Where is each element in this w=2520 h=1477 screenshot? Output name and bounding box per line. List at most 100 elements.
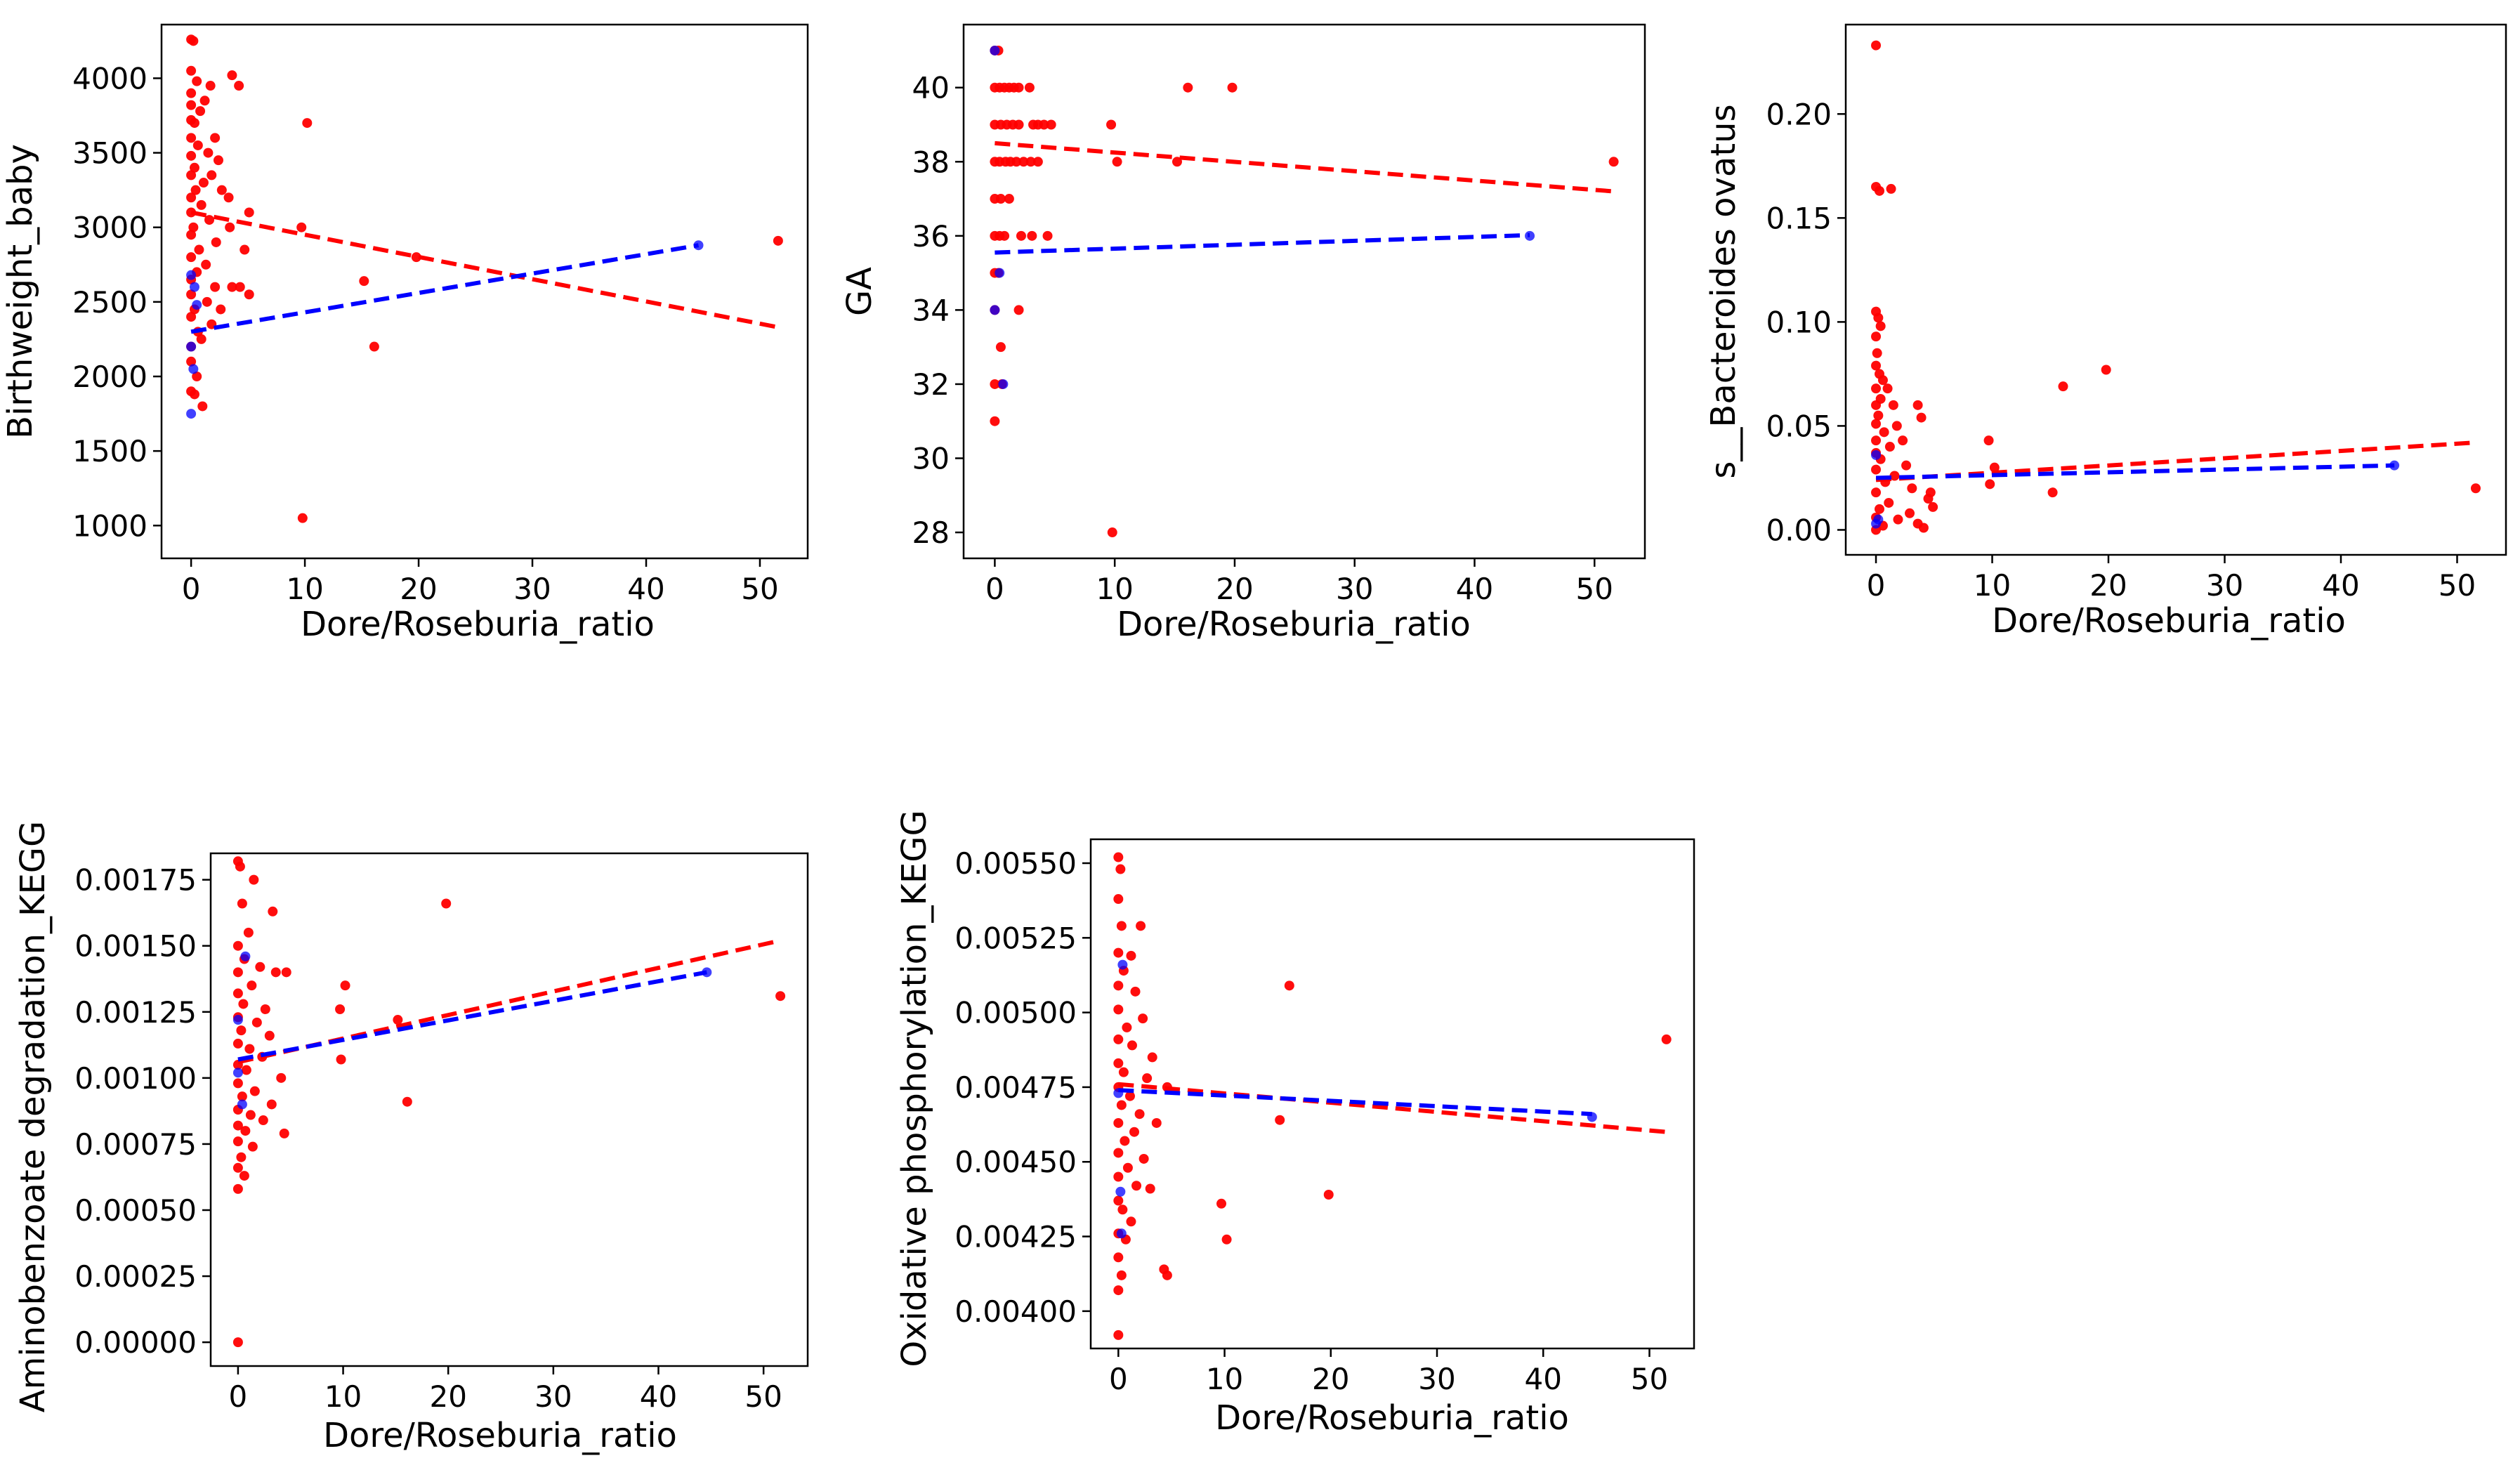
data-point bbox=[1871, 419, 1882, 429]
y-tick-label: 0.00550 bbox=[954, 846, 1077, 881]
x-tick-label: 20 bbox=[1312, 1362, 1349, 1396]
data-point bbox=[1113, 1148, 1124, 1158]
data-point bbox=[186, 65, 197, 76]
data-point bbox=[237, 898, 247, 909]
x-tick-label: 0 bbox=[182, 572, 201, 606]
data-point bbox=[1113, 1195, 1124, 1206]
y-tick-label: 3000 bbox=[72, 211, 147, 245]
data-point bbox=[1129, 1127, 1140, 1137]
data-point bbox=[236, 1025, 247, 1036]
data-point bbox=[1013, 82, 1024, 93]
data-point bbox=[1871, 464, 1882, 475]
data-point bbox=[186, 88, 197, 98]
x-tick-label: 50 bbox=[741, 572, 778, 606]
x-tick-label: 0 bbox=[1867, 568, 1886, 603]
y-axis-label: GA bbox=[840, 267, 879, 316]
data-point bbox=[1046, 119, 1056, 130]
data-point bbox=[249, 1086, 260, 1096]
data-point bbox=[189, 389, 199, 400]
data-point bbox=[1138, 1153, 1149, 1164]
regression-line bbox=[237, 970, 707, 1062]
data-point bbox=[1886, 183, 1896, 194]
x-tick-label: 40 bbox=[1525, 1362, 1562, 1396]
y-tick-label: 0.00525 bbox=[954, 921, 1077, 955]
data-point bbox=[1905, 508, 1915, 518]
data-point bbox=[186, 409, 197, 419]
x-axis-label: Dore/Roseburia_ratio bbox=[1215, 1398, 1569, 1438]
data-point bbox=[255, 961, 265, 972]
data-point bbox=[1106, 119, 1117, 130]
data-point bbox=[1018, 157, 1029, 167]
data-point bbox=[235, 282, 245, 292]
x-tick-label: 40 bbox=[2322, 568, 2359, 603]
data-point bbox=[268, 906, 278, 917]
data-point bbox=[1183, 82, 1193, 93]
data-point bbox=[1884, 497, 1894, 508]
data-point bbox=[995, 194, 1006, 204]
data-point bbox=[2101, 365, 2111, 375]
data-point bbox=[336, 1054, 346, 1065]
data-point bbox=[1107, 527, 1117, 538]
data-point bbox=[1113, 894, 1124, 905]
x-tick-label: 10 bbox=[286, 572, 323, 606]
data-point bbox=[216, 304, 226, 315]
data-point bbox=[197, 401, 208, 412]
data-point bbox=[1893, 514, 1903, 525]
data-point bbox=[1113, 1171, 1124, 1182]
x-tick-label: 20 bbox=[429, 1379, 466, 1414]
data-point bbox=[238, 999, 249, 1009]
data-point bbox=[1127, 1040, 1137, 1051]
data-point bbox=[196, 199, 206, 210]
data-point bbox=[1116, 1100, 1127, 1110]
y-tick-label: 0.00450 bbox=[954, 1145, 1077, 1179]
series-blue bbox=[232, 951, 712, 1110]
data-point bbox=[1221, 1234, 1232, 1245]
data-point bbox=[1113, 1034, 1124, 1044]
data-point bbox=[237, 1091, 247, 1102]
data-point bbox=[1124, 1091, 1135, 1101]
data-point bbox=[1113, 1004, 1124, 1015]
data-point bbox=[1882, 383, 1893, 394]
data-point bbox=[775, 991, 786, 1002]
y-tick-label: 0.00175 bbox=[74, 863, 197, 898]
data-point bbox=[192, 372, 202, 382]
data-point bbox=[1879, 427, 1889, 438]
data-point bbox=[216, 185, 227, 195]
y-tick-label: 0.00500 bbox=[954, 996, 1077, 1030]
data-point bbox=[1122, 1022, 1132, 1032]
data-point bbox=[2058, 381, 2068, 392]
data-point bbox=[232, 1015, 243, 1025]
x-tick-label: 50 bbox=[1576, 572, 1613, 606]
data-point bbox=[210, 282, 221, 292]
data-point bbox=[192, 140, 203, 150]
x-tick-label: 0 bbox=[229, 1379, 248, 1414]
data-point bbox=[1113, 852, 1124, 862]
data-point bbox=[192, 76, 202, 86]
data-point bbox=[1117, 1204, 1128, 1215]
regression-line bbox=[190, 243, 700, 334]
data-point bbox=[239, 1171, 249, 1181]
data-point bbox=[1871, 383, 1882, 394]
data-point bbox=[186, 356, 197, 367]
x-tick-label: 10 bbox=[324, 1379, 362, 1414]
subplot-1: 0 10 20 30 40 50 1000 1500 2000 2500 3000 3500 4000 D… bbox=[1, 23, 809, 644]
y-tick-label: 0.00400 bbox=[954, 1294, 1077, 1329]
y-tick-label: 30 bbox=[912, 442, 950, 476]
data-point bbox=[1113, 980, 1124, 991]
data-point bbox=[1891, 421, 1902, 431]
y-tick-label: 36 bbox=[912, 219, 950, 254]
data-point bbox=[192, 300, 202, 310]
data-point bbox=[335, 1004, 346, 1015]
data-point bbox=[995, 268, 1005, 278]
data-point bbox=[279, 1128, 289, 1138]
data-point bbox=[990, 379, 1000, 389]
data-point bbox=[1162, 1270, 1172, 1280]
data-point bbox=[270, 967, 281, 978]
data-point bbox=[1027, 230, 1037, 241]
data-point bbox=[1113, 1330, 1124, 1340]
data-point bbox=[1004, 194, 1014, 204]
data-point bbox=[188, 364, 199, 374]
data-point bbox=[2047, 487, 2058, 498]
plot-frame bbox=[1089, 838, 1695, 1350]
